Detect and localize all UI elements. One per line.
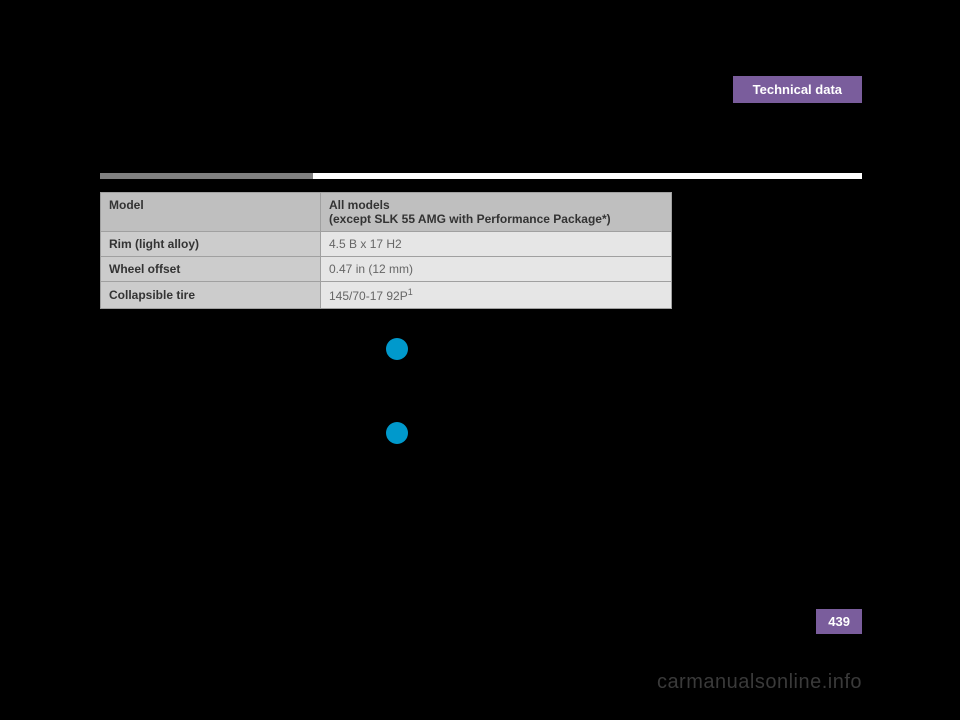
table-header-model: Model: [101, 193, 321, 232]
header-line1: All models: [329, 198, 390, 212]
table-header-row: Model All models (except SLK 55 AMG with…: [101, 193, 672, 232]
row-value-sup: 1: [408, 287, 413, 297]
row-value-text: 145/70-17 92P: [329, 289, 408, 303]
info-icon: [386, 338, 408, 360]
page-number: 439: [816, 609, 862, 634]
watermark: carmanualsonline.info: [657, 671, 862, 694]
table-row: Wheel offset 0.47 in (12 mm): [101, 257, 672, 282]
info-icon: [386, 422, 408, 444]
table-header-allmodels: All models (except SLK 55 AMG with Perfo…: [321, 193, 672, 232]
row-value: 4.5 B x 17 H2: [321, 232, 672, 257]
table-row: Collapsible tire 145/70-17 92P1: [101, 282, 672, 309]
divider-gray: [100, 173, 313, 179]
row-value: 0.47 in (12 mm): [321, 257, 672, 282]
divider-white: [313, 173, 862, 179]
header-line2: (except SLK 55 AMG with Performance Pack…: [329, 212, 611, 226]
divider-bar: [100, 173, 862, 179]
info-block-1: [386, 338, 408, 360]
row-value: 145/70-17 92P1: [321, 282, 672, 309]
table-row: Rim (light alloy) 4.5 B x 17 H2: [101, 232, 672, 257]
info-block-2: [386, 422, 408, 444]
header-tab: Technical data: [733, 76, 862, 103]
row-label: Rim (light alloy): [101, 232, 321, 257]
row-label: Wheel offset: [101, 257, 321, 282]
spec-table: Model All models (except SLK 55 AMG with…: [100, 192, 672, 309]
row-label: Collapsible tire: [101, 282, 321, 309]
